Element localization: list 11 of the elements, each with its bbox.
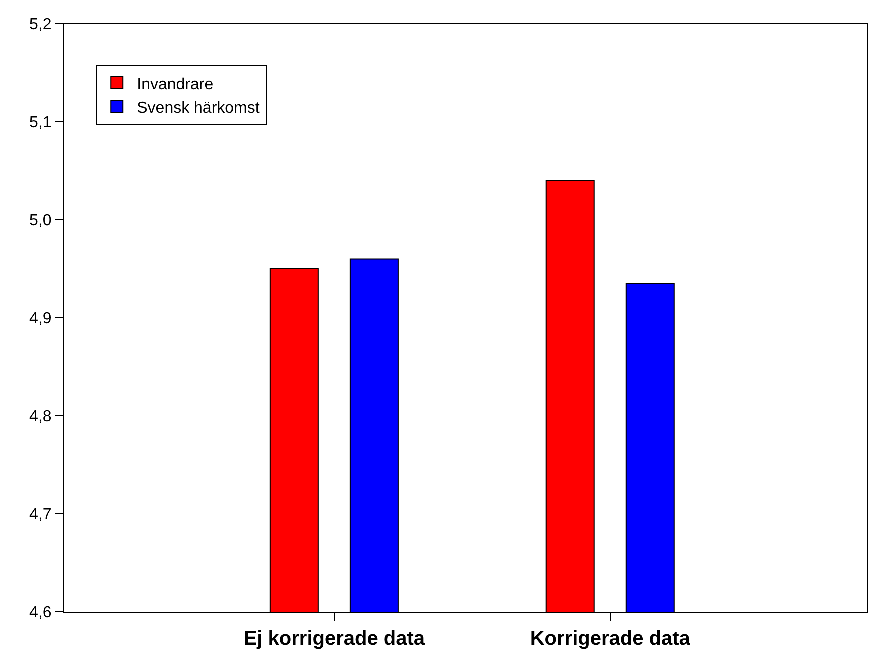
y-tick-label: 4,9	[30, 310, 52, 328]
x-tick-label: Korrigerade data	[530, 628, 692, 650]
legend-label: Invandrare	[137, 76, 214, 94]
y-tick-label: 4,8	[30, 408, 52, 426]
x-tick-label: Ej korrigerade data	[244, 628, 426, 650]
legend-label: Svensk härkomst	[137, 100, 260, 118]
y-tick-label: 5,1	[30, 114, 52, 132]
y-tick-label: 4,6	[30, 604, 52, 622]
y-tick-label: 5,0	[30, 212, 52, 230]
y-tick-label: 5,2	[30, 16, 52, 34]
y-tick-label: 4,7	[30, 506, 52, 524]
